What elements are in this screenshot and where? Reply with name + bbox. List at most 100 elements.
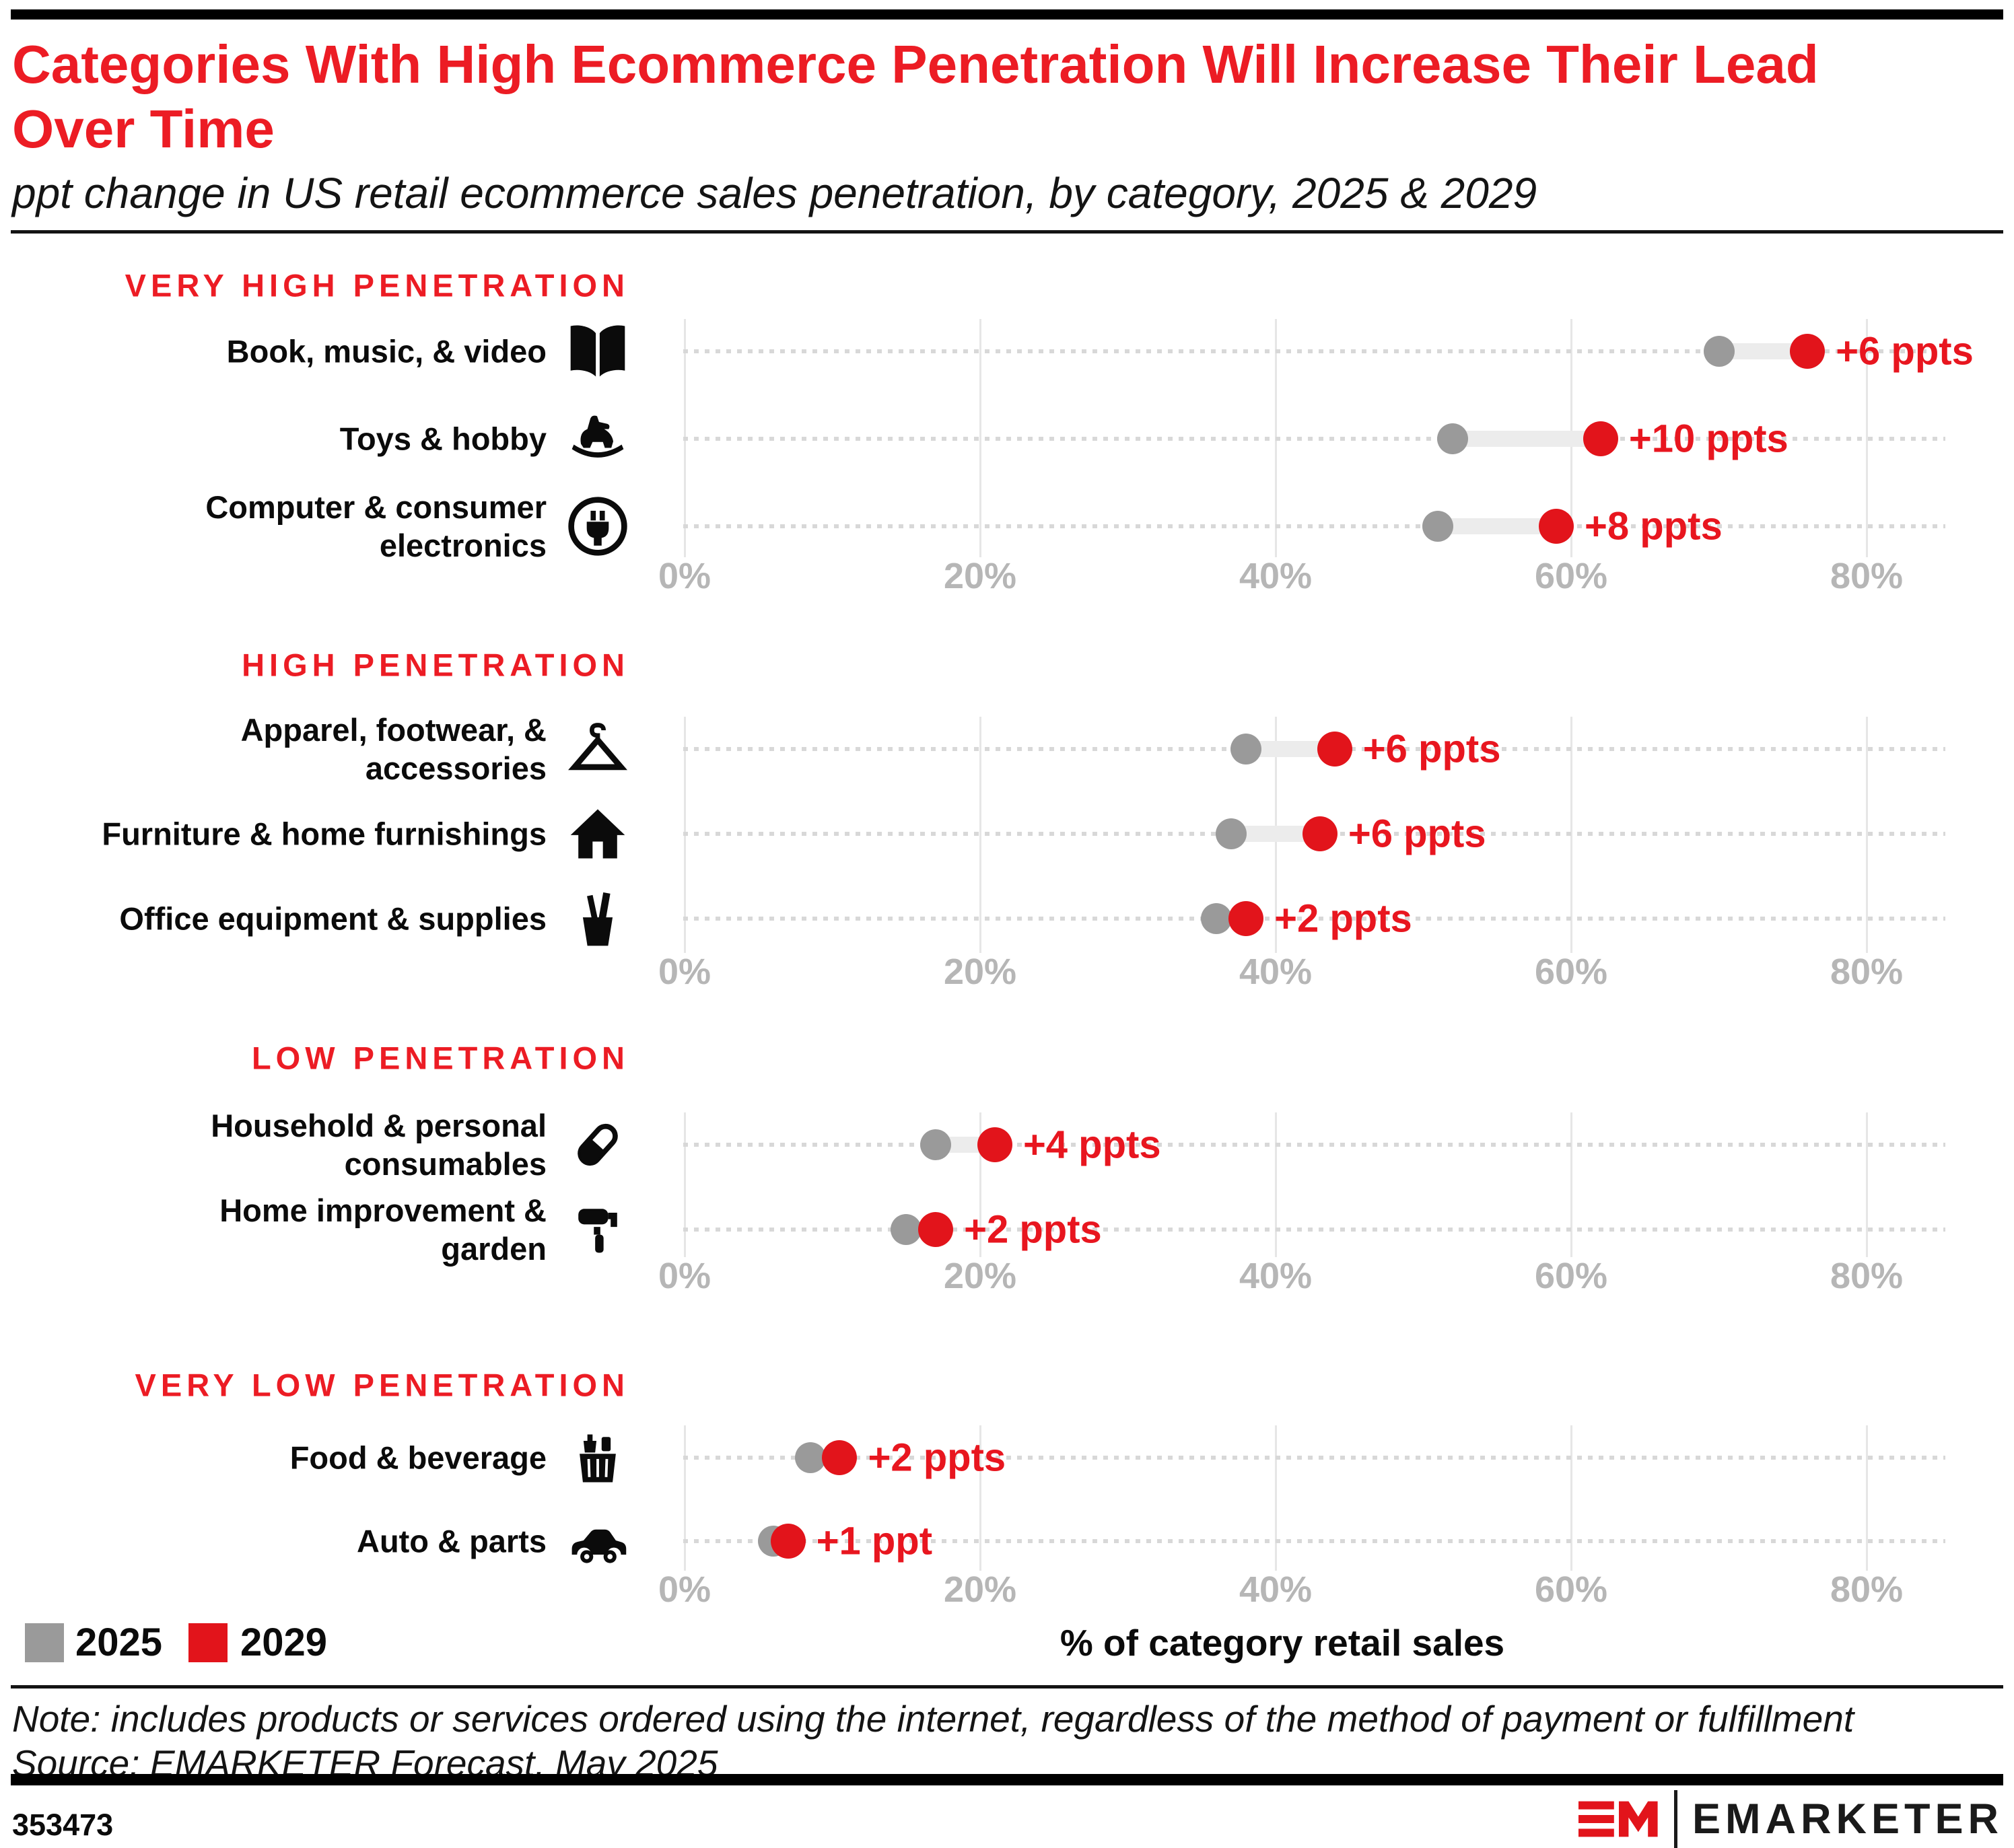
- power-plug-icon: [563, 491, 633, 561]
- row-dotted-line: [683, 437, 1945, 441]
- dumbbell-connector: [1438, 518, 1557, 534]
- axis-tick-label: 0%: [658, 1569, 711, 1610]
- row-dotted-line: [683, 1143, 1945, 1147]
- axis-tick-label: 20%: [943, 1569, 1017, 1610]
- category-label: Home improvement & garden: [219, 1193, 547, 1267]
- axis-tick-label: 40%: [1239, 952, 1313, 992]
- section-header: LOW PENETRATION: [251, 1040, 629, 1076]
- car-icon: [563, 1506, 633, 1576]
- dot-2029: [1228, 901, 1264, 936]
- axis-tick-label: 80%: [1830, 1256, 1904, 1296]
- gridline: [979, 1425, 981, 1571]
- gridline: [979, 1112, 981, 1257]
- legend-swatch-2029: [188, 1623, 228, 1662]
- gridline: [1570, 1425, 1572, 1571]
- dot-2029: [1583, 421, 1618, 456]
- row-dotted-line: [683, 349, 1945, 353]
- row-dotted-line: [683, 524, 1945, 528]
- gridline: [1274, 1425, 1277, 1571]
- hanger-icon: [563, 714, 633, 784]
- dot-2029: [770, 1524, 806, 1559]
- dot-2029: [822, 1440, 858, 1475]
- dot-2029: [1317, 732, 1352, 767]
- row-dotted-line: [683, 917, 1945, 921]
- delta-label: +2 ppts: [868, 1435, 1006, 1480]
- dot-2029: [1539, 509, 1574, 544]
- pencil-cup-icon: [563, 884, 633, 954]
- axis-tick-label: 80%: [1830, 556, 1904, 596]
- legend-swatch-2025: [25, 1623, 64, 1662]
- chart-id: 353473: [12, 1808, 114, 1842]
- category-label: Household & personal consumables: [211, 1108, 547, 1182]
- delta-label: +6 ppts: [1836, 329, 1974, 374]
- axis-tick-label: 20%: [943, 952, 1017, 992]
- chart-subtitle: ppt change in US retail ecommerce sales …: [12, 169, 1537, 217]
- axis-tick-label: 60%: [1534, 952, 1608, 992]
- gridline: [683, 1112, 686, 1257]
- paint-roller-icon: [563, 1195, 633, 1265]
- logo-divider: [1673, 1790, 1677, 1848]
- emarketer-logo-mark: [1578, 1801, 1658, 1837]
- dot-2025: [1201, 903, 1232, 934]
- dot-2025: [920, 1129, 952, 1160]
- category-label: Furniture & home furnishings: [102, 816, 547, 852]
- dot-2025: [1437, 423, 1469, 454]
- category-label: Computer & consumer electronics: [205, 489, 547, 563]
- top-rule: [11, 9, 2003, 20]
- dot-2025: [891, 1214, 922, 1245]
- book-icon: [563, 316, 633, 386]
- row-dotted-line: [683, 1539, 1945, 1543]
- capsule-icon: [563, 1110, 633, 1180]
- chart-title: Categories With High Ecommerce Penetrati…: [12, 34, 1819, 159]
- axis-tick-label: 40%: [1239, 1256, 1313, 1296]
- basket-icon: [563, 1423, 633, 1493]
- category-label: Apparel, footwear, & accessories: [240, 712, 547, 786]
- dot-2029: [977, 1127, 1012, 1162]
- axis-tick-label: 60%: [1534, 556, 1608, 596]
- category-label: Food & beverage: [289, 1440, 547, 1476]
- logo-wordmark: EMARKETER: [1692, 1796, 2003, 1843]
- dot-2025: [1703, 336, 1735, 367]
- emarketer-logo: EMARKETER: [1578, 1790, 2003, 1848]
- axis-tick-label: 0%: [658, 556, 711, 596]
- row-dotted-line: [683, 1228, 1945, 1232]
- dot-2029: [1302, 816, 1338, 851]
- legend-label-2029: 2029: [240, 1621, 328, 1664]
- dot-2029: [918, 1212, 954, 1247]
- dot-2025: [1216, 818, 1247, 849]
- header-divider: [11, 230, 2003, 234]
- delta-label: +8 ppts: [1585, 504, 1723, 548]
- section-header: HIGH PENETRATION: [242, 647, 629, 683]
- dumbbell-connector: [1453, 431, 1601, 447]
- delta-label: +1 ppt: [816, 1519, 933, 1563]
- note-text: Note: includes products or services orde…: [12, 1698, 1854, 1740]
- gridline: [1570, 1112, 1572, 1257]
- footer-divider: [11, 1685, 2003, 1689]
- rocking-horse-icon: [563, 404, 633, 474]
- gridline: [1865, 1425, 1868, 1571]
- delta-label: +6 ppts: [1348, 812, 1486, 856]
- house-icon: [563, 799, 633, 869]
- axis-tick-label: 60%: [1534, 1569, 1608, 1610]
- delta-label: +2 ppts: [1274, 896, 1412, 941]
- axis-tick-label: 0%: [658, 1256, 711, 1296]
- axis-tick-label: 20%: [943, 1256, 1017, 1296]
- axis-tick-label: 40%: [1239, 1569, 1313, 1610]
- dot-2029: [1790, 334, 1826, 369]
- delta-label: +4 ppts: [1022, 1123, 1161, 1167]
- delta-label: +6 ppts: [1362, 727, 1501, 771]
- category-label: Office equipment & supplies: [119, 900, 547, 937]
- axis-tick-label: 20%: [943, 556, 1017, 596]
- axis-tick-label: 60%: [1534, 1256, 1608, 1296]
- x-axis-title: % of category retail sales: [1060, 1622, 1505, 1664]
- gridline: [1274, 1112, 1277, 1257]
- category-label: Toys & hobby: [339, 421, 547, 457]
- axis-tick-label: 80%: [1830, 952, 1904, 992]
- dot-2025: [1422, 511, 1454, 542]
- category-label: Book, music, & video: [226, 333, 547, 369]
- axis-tick-label: 0%: [658, 952, 711, 992]
- axis-tick-label: 40%: [1239, 556, 1313, 596]
- gridline: [683, 1425, 686, 1571]
- axis-tick-label: 80%: [1830, 1569, 1904, 1610]
